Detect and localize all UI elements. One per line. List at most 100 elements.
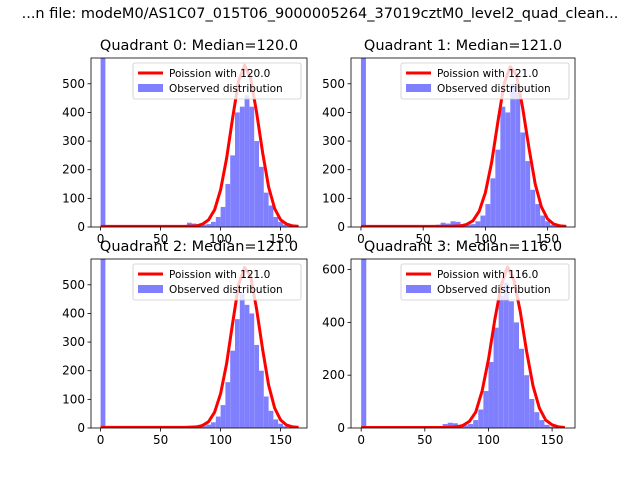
observed-bar xyxy=(278,424,283,428)
observed-bar xyxy=(475,221,480,227)
y-tick-label: 400 xyxy=(322,105,345,119)
figure-suptitle: ...n file: modeM0/AS1C07_015T06_90000052… xyxy=(0,6,640,22)
observed-bar xyxy=(225,382,230,428)
legend-poisson-label: Poission with 121.0 xyxy=(169,269,270,281)
observed-bar xyxy=(509,301,514,428)
observed-bar xyxy=(525,161,530,227)
observed-bar xyxy=(544,425,549,428)
observed-bar xyxy=(535,204,540,227)
y-tick-label: 300 xyxy=(322,134,345,148)
observed-bar xyxy=(254,141,259,227)
observed-bar xyxy=(269,411,274,428)
observed-bar xyxy=(494,328,499,428)
observed-bar xyxy=(534,412,539,428)
y-tick-label: 0 xyxy=(77,220,85,234)
y-tick-label: 100 xyxy=(322,191,345,205)
observed-bar xyxy=(259,371,264,428)
y-tick-label: 200 xyxy=(322,163,345,177)
observed-bar xyxy=(519,349,524,428)
y-tick-label: 400 xyxy=(322,315,345,329)
quadrant-1-title: Quadrant 1: Median=121.0 xyxy=(364,38,562,54)
x-tick-label: 150 xyxy=(541,433,564,447)
observed-bar xyxy=(361,58,366,227)
y-tick-label: 0 xyxy=(77,421,85,435)
legend-observed-swatch xyxy=(138,84,163,92)
observed-bar xyxy=(240,107,245,227)
observed-bar xyxy=(101,259,106,428)
observed-bar xyxy=(206,224,211,227)
observed-bar xyxy=(240,293,245,428)
observed-bar xyxy=(245,305,250,428)
x-tick-label: 100 xyxy=(477,433,500,447)
observed-bar xyxy=(259,167,264,227)
observed-bar xyxy=(524,375,529,428)
observed-bar xyxy=(514,322,519,428)
observed-bar xyxy=(211,222,216,227)
observed-bar xyxy=(468,424,473,428)
observed-bar xyxy=(495,150,500,227)
observed-bar xyxy=(273,217,278,227)
observed-bar xyxy=(515,92,520,227)
legend-observed-label: Observed distribution xyxy=(169,284,283,296)
observed-bar xyxy=(264,193,269,227)
legend-observed-label: Observed distribution xyxy=(169,83,283,95)
observed-bar xyxy=(540,216,545,227)
x-tick-label: 100 xyxy=(209,433,232,447)
legend-poisson-label: Poission with 121.0 xyxy=(437,68,538,80)
observed-bar xyxy=(245,95,250,227)
y-tick-label: 0 xyxy=(337,220,345,234)
observed-bar xyxy=(254,345,259,428)
quadrant-0-legend: Poission with 120.0 Observed distribution xyxy=(133,63,301,99)
observed-bar xyxy=(269,206,274,227)
legend-observed-swatch xyxy=(406,285,431,293)
observed-bar xyxy=(500,107,505,227)
x-tick-label: 50 xyxy=(153,433,168,447)
observed-bar xyxy=(470,224,475,227)
observed-bar xyxy=(539,420,544,428)
observed-bar xyxy=(225,184,230,227)
observed-bar xyxy=(264,396,269,428)
observed-bar xyxy=(478,410,483,428)
observed-bar xyxy=(206,425,211,428)
observed-bar xyxy=(235,112,240,227)
legend-observed-label: Observed distribution xyxy=(437,284,551,296)
observed-bar xyxy=(488,362,493,428)
y-tick-label: 200 xyxy=(62,364,85,378)
y-tick-label: 400 xyxy=(62,306,85,320)
quadrant-2-title: Quadrant 2: Median=121.0 xyxy=(100,239,298,255)
legend-poisson-label: Poission with 120.0 xyxy=(169,68,270,80)
observed-bar xyxy=(216,417,221,428)
quadrant-3-legend: Poission with 116.0 Observed distribution xyxy=(401,264,569,300)
y-tick-label: 100 xyxy=(62,392,85,406)
y-tick-label: 500 xyxy=(62,77,85,91)
observed-bar xyxy=(483,391,488,428)
x-tick-label: 0 xyxy=(97,433,105,447)
observed-bar xyxy=(101,58,106,227)
observed-bar xyxy=(529,399,534,428)
quadrant-0-title: Quadrant 0: Median=120.0 xyxy=(100,38,298,54)
observed-bar xyxy=(273,419,278,428)
observed-bar xyxy=(530,190,535,227)
y-tick-label: 300 xyxy=(62,335,85,349)
y-tick-label: 500 xyxy=(62,278,85,292)
legend-observed-label: Observed distribution xyxy=(437,83,551,95)
quadrant-3-title: Quadrant 3: Median=116.0 xyxy=(364,239,562,255)
observed-bar xyxy=(221,207,226,227)
observed-bar xyxy=(473,420,478,428)
quadrant-2-legend: Poission with 121.0 Observed distribution xyxy=(133,264,301,300)
y-tick-label: 400 xyxy=(62,105,85,119)
x-tick-label: 50 xyxy=(417,433,432,447)
observed-bar xyxy=(490,178,495,227)
observed-bar xyxy=(505,112,510,227)
observed-bar xyxy=(504,283,509,428)
observed-bar xyxy=(235,319,240,428)
legend-observed-swatch xyxy=(406,84,431,92)
observed-bar xyxy=(211,422,216,428)
legend-poisson-label: Poission with 116.0 xyxy=(437,269,538,281)
y-tick-label: 300 xyxy=(62,134,85,148)
observed-bar xyxy=(249,313,254,428)
